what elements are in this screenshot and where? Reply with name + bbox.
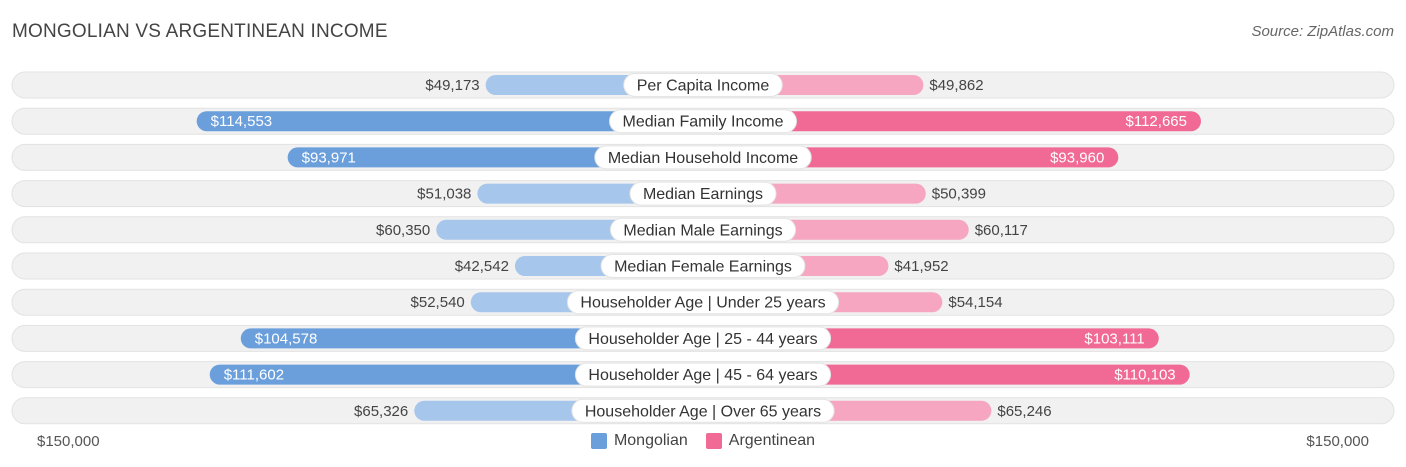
category-label: Householder Age | Over 65 years	[585, 403, 821, 420]
category-label: Median Male Earnings	[623, 222, 782, 239]
value-label-argentinean: $110,103	[1114, 367, 1175, 384]
legend-item-mongolian[interactable]: Mongolian	[590, 432, 688, 450]
legend-label-argentinean: Argentinean	[728, 432, 816, 449]
category-pill	[594, 145, 812, 170]
value-label-mongolian: $52,540	[411, 294, 465, 311]
axis-right-label: $150,000	[1306, 433, 1369, 450]
category-pill	[629, 181, 777, 206]
category-pill	[566, 290, 840, 315]
category-label: Per Capita Income	[637, 78, 770, 95]
bar-mongolian	[196, 111, 714, 132]
chart-title: MONGOLIAN VS ARGENTINEAN INCOME	[12, 21, 388, 42]
axis-left-label: $150,000	[37, 433, 100, 450]
legend: Mongolian Argentinean	[0, 432, 1406, 450]
value-label-argentinean: $103,111	[1084, 330, 1144, 347]
chart-row: $104,578 $103,111 Householder Age | 25 - 4…	[11, 324, 1395, 352]
chart-row: $52,540 $54,154 Householder Age | Under 25…	[11, 288, 1395, 316]
legend-item-argentinean[interactable]: Argentinean	[705, 432, 816, 450]
value-label-mongolian: $114,553	[211, 113, 272, 130]
value-label-argentinean: $93,960	[1050, 149, 1104, 166]
value-label-mongolian: $93,971	[302, 149, 356, 166]
category-label: Median Family Income	[623, 114, 784, 131]
value-label-argentinean: $112,665	[1126, 113, 1187, 130]
chart-row: $60,350 $60,117 Median Male Earnings	[11, 216, 1395, 244]
chart-row: $114,553 $112,665 Median Family Income	[11, 107, 1395, 135]
chart-row: $51,038 $50,399 Median Earnings	[11, 180, 1395, 208]
value-label-argentinean: $54,154	[948, 294, 1002, 311]
value-label-mongolian: $111,602	[224, 367, 284, 384]
chart-row: $42,542 $41,952 Median Female Earnings	[11, 252, 1395, 280]
category-label: Median Household Income	[608, 150, 798, 167]
category-pill	[609, 217, 797, 242]
category-pill	[574, 326, 832, 351]
category-label: Median Earnings	[643, 186, 763, 203]
value-label-mongolian: $104,578	[255, 330, 318, 347]
value-label-mongolian: $60,350	[376, 222, 430, 239]
legend-swatch-mongolian	[590, 433, 607, 449]
value-label-mongolian: $49,173	[425, 77, 479, 94]
legend-label-mongolian: Mongolian	[613, 432, 688, 449]
value-label-mongolian: $51,038	[417, 186, 471, 203]
legend-swatch-argentinean	[705, 433, 722, 449]
value-label-argentinean: $50,399	[932, 186, 986, 203]
value-label-mongolian: $65,326	[354, 403, 408, 420]
category-pill	[623, 73, 783, 97]
category-pill	[609, 109, 797, 134]
chart-row: $93,971 $93,960 Median Household Income	[11, 143, 1395, 171]
chart-row: $111,602 $110,103 Householder Age | 45 - 6…	[11, 361, 1395, 389]
value-label-argentinean: $49,862	[929, 77, 983, 94]
category-label: Householder Age | Under 25 years	[580, 295, 825, 312]
value-label-argentinean: $41,952	[894, 258, 948, 275]
category-label: Householder Age | 45 - 64 years	[588, 367, 817, 384]
value-label-argentinean: $60,117	[975, 222, 1028, 239]
source-note: Source: ZipAtlas.com	[1251, 23, 1394, 40]
category-pill	[571, 398, 835, 423]
chart-row: $65,326 $65,246 Householder Age | Over 65 …	[11, 397, 1395, 425]
category-pill	[600, 254, 806, 278]
category-label: Householder Age | 25 - 44 years	[588, 331, 817, 348]
bar-argentinean	[693, 111, 1201, 132]
value-label-argentinean: $65,246	[997, 403, 1051, 420]
value-label-mongolian: $42,542	[455, 258, 509, 275]
category-label: Median Female Earnings	[614, 259, 792, 276]
chart-row: $49,173 $49,862 Per Capita Income	[11, 71, 1395, 99]
category-pill	[574, 362, 832, 387]
